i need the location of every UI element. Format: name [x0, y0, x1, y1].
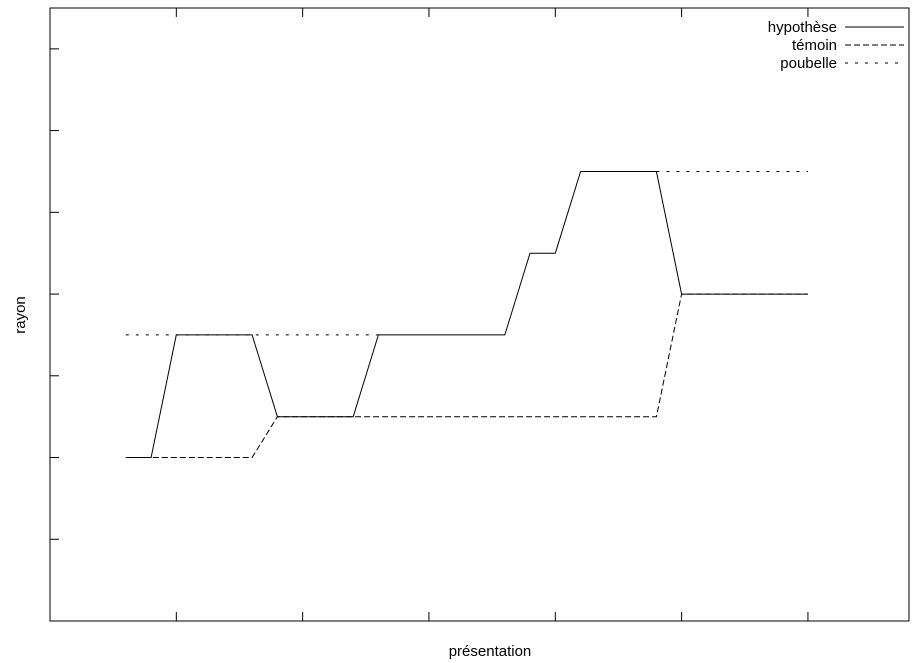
plot-frame	[49, 7, 910, 622]
series-line-2	[125, 293, 808, 458]
axis-ticks	[50, 8, 809, 621]
legend-label-2: témoin	[792, 37, 837, 54]
series-line-1	[125, 171, 808, 458]
series-layer	[125, 171, 808, 458]
legend-label-1: hypothèse	[768, 19, 837, 36]
x-axis-label: présentation	[449, 643, 532, 660]
legend-label-3: poubelle	[780, 55, 837, 72]
y-axis-label: rayon	[12, 296, 29, 334]
